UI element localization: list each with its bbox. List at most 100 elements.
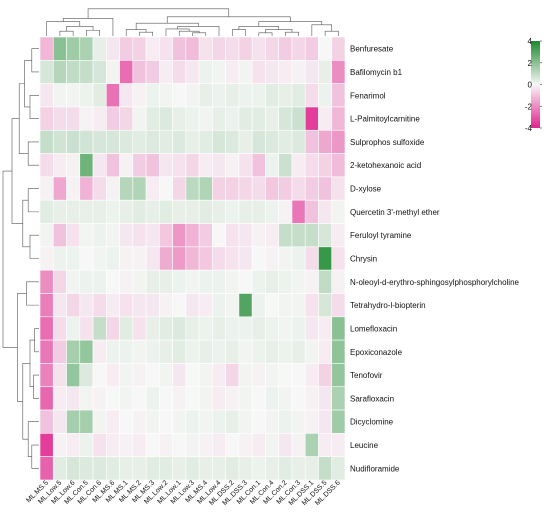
heatmap-cell bbox=[225, 129, 240, 154]
heatmap-cell bbox=[318, 153, 333, 178]
row-dendrogram-branch bbox=[18, 83, 29, 154]
heatmap-cell bbox=[278, 433, 293, 457]
heatmap-cell bbox=[212, 269, 226, 294]
colorbar-gradient bbox=[531, 41, 540, 128]
heatmap-cell bbox=[291, 293, 306, 318]
heatmap-cell bbox=[119, 433, 134, 457]
heatmap-cell bbox=[119, 339, 134, 364]
heatmap-cell bbox=[172, 83, 187, 108]
column-dendrogram-branch bbox=[238, 26, 279, 30]
heatmap-cell bbox=[304, 316, 319, 341]
heatmap-cell bbox=[79, 269, 94, 294]
heatmap-cell bbox=[52, 363, 67, 388]
heatmap-cell bbox=[119, 269, 134, 294]
heatmap-cell bbox=[198, 269, 213, 294]
row-dendrogram bbox=[2, 48, 39, 469]
heatmap-cell bbox=[92, 60, 107, 84]
heatmap-cells bbox=[39, 36, 346, 481]
heatmap-cell bbox=[318, 106, 333, 131]
heatmap-cell bbox=[159, 83, 173, 108]
heatmap-cell bbox=[172, 36, 187, 61]
heatmap-cell bbox=[132, 60, 147, 84]
heatmap-cell bbox=[278, 36, 293, 61]
row-dendrogram-branch bbox=[22, 199, 30, 248]
heatmap-cell bbox=[185, 269, 200, 294]
heatmap-cell bbox=[251, 153, 266, 178]
heatmap-cell bbox=[185, 36, 200, 61]
row-dendrogram-branch bbox=[2, 170, 18, 348]
heatmap-cell bbox=[92, 409, 107, 434]
row-dendrogram-branch bbox=[27, 188, 39, 213]
heatmap-cell bbox=[106, 129, 120, 154]
heatmap-cell bbox=[238, 176, 253, 201]
heatmap-cell bbox=[106, 199, 120, 224]
heatmap-cell bbox=[304, 176, 319, 201]
heatmap-cell bbox=[159, 363, 173, 388]
heatmap-cell bbox=[66, 269, 81, 294]
heatmap-cell bbox=[66, 293, 81, 318]
heatmap-cell bbox=[304, 129, 319, 154]
heatmap-cell bbox=[92, 83, 107, 108]
heatmap-cell bbox=[318, 83, 333, 108]
row-dendrogram-branch bbox=[29, 94, 39, 119]
heatmap-cell bbox=[225, 316, 240, 341]
heatmap-cell bbox=[52, 246, 67, 271]
heatmap-cell bbox=[172, 246, 187, 271]
color-legend: 4 2 0 -2 -4 bbox=[525, 37, 542, 133]
heatmap-cell bbox=[39, 293, 54, 318]
row-label: N-oleoyl-d-erythro-sphingosylphosphorylc… bbox=[350, 278, 520, 287]
heatmap-cell bbox=[278, 106, 293, 131]
heatmap-cell bbox=[331, 363, 346, 388]
row-labels: Benfuresate Bafilomycin b1 Fenarimol L-Palm… bbox=[350, 45, 520, 474]
heatmap-cell bbox=[106, 363, 120, 388]
heatmap-cell bbox=[119, 386, 134, 411]
heatmap-cell bbox=[265, 83, 279, 108]
heatmap-cell bbox=[66, 176, 81, 201]
heatmap-cell bbox=[92, 386, 107, 411]
heatmap-cell bbox=[172, 129, 187, 154]
heatmap-cell bbox=[265, 223, 279, 248]
heatmap-cell bbox=[172, 409, 187, 434]
heatmap-cell bbox=[318, 363, 333, 388]
heatmap-cell bbox=[331, 36, 346, 61]
heatmap-cell bbox=[238, 386, 253, 411]
heatmap-cell bbox=[185, 223, 200, 248]
heatmap-cell bbox=[52, 153, 67, 178]
heatmap-cell bbox=[198, 36, 213, 61]
row-label: 2-ketohexanoic acid bbox=[350, 161, 421, 170]
heatmap-cell bbox=[291, 339, 306, 364]
heatmap-cell bbox=[198, 386, 213, 411]
heatmap-cell bbox=[265, 433, 279, 457]
heatmap-cell bbox=[225, 409, 240, 434]
heatmap-cell bbox=[106, 386, 120, 411]
heatmap-cell bbox=[225, 246, 240, 271]
heatmap-cell bbox=[318, 36, 333, 61]
heatmap-cell bbox=[185, 339, 200, 364]
heatmap-cell bbox=[66, 199, 81, 224]
heatmap-cell bbox=[79, 409, 94, 434]
heatmap-cell bbox=[159, 223, 173, 248]
heatmap-cell bbox=[291, 269, 306, 294]
heatmap-cell bbox=[159, 409, 173, 434]
heatmap-cell bbox=[304, 363, 319, 388]
heatmap-cell bbox=[225, 60, 240, 84]
heatmap-cell bbox=[265, 153, 279, 178]
heatmap-cell bbox=[92, 269, 107, 294]
heatmap-cell bbox=[132, 246, 147, 271]
heatmap-cell bbox=[39, 36, 54, 61]
heatmap-cell bbox=[318, 433, 333, 457]
heatmap-cell bbox=[92, 433, 107, 457]
heatmap-cell bbox=[145, 316, 160, 341]
column-dendrogram-branch bbox=[285, 31, 299, 36]
heatmap-cell bbox=[291, 106, 306, 131]
heatmap-cell bbox=[185, 409, 200, 434]
heatmap-cell bbox=[198, 129, 213, 154]
heatmap-cell bbox=[225, 83, 240, 108]
heatmap-cell bbox=[238, 129, 253, 154]
heatmap-cell bbox=[159, 456, 173, 481]
heatmap-cell bbox=[278, 153, 293, 178]
heatmap-cell bbox=[304, 199, 319, 224]
column-dendrogram-branch bbox=[165, 28, 190, 36]
heatmap-cell bbox=[159, 269, 173, 294]
heatmap-cell bbox=[291, 36, 306, 61]
